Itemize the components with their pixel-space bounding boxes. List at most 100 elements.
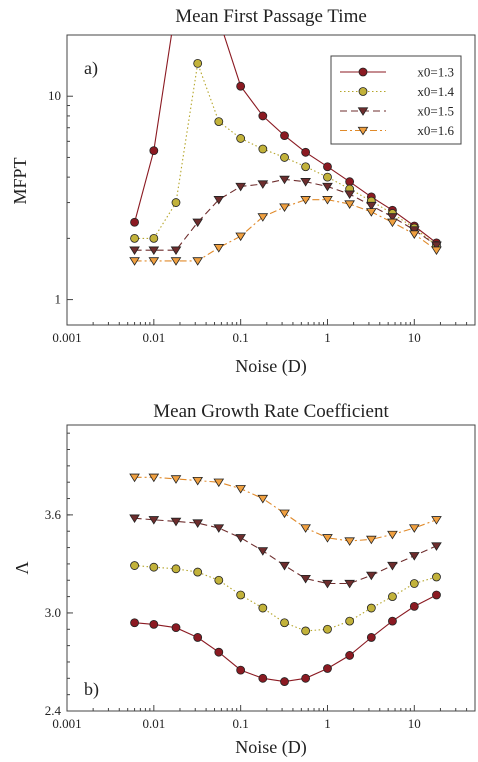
data-point bbox=[258, 111, 268, 121]
data-point bbox=[130, 561, 139, 570]
y-tick-label: 10 bbox=[48, 88, 61, 103]
mfpt-series bbox=[129, 35, 442, 266]
data-point bbox=[279, 203, 290, 212]
series-x0=1.3 bbox=[130, 590, 441, 686]
data-point bbox=[387, 561, 398, 571]
legend-item: x0=1.6 bbox=[340, 123, 454, 138]
data-point bbox=[213, 524, 225, 533]
data-point bbox=[235, 534, 246, 543]
data-point bbox=[280, 153, 289, 162]
data-point bbox=[279, 561, 290, 571]
series-line bbox=[134, 63, 437, 246]
data-point bbox=[258, 144, 268, 154]
data-point bbox=[279, 175, 290, 185]
data-point bbox=[257, 547, 269, 556]
data-point bbox=[130, 217, 139, 227]
data-point bbox=[148, 257, 160, 266]
x-tick-label: 10 bbox=[408, 330, 421, 345]
data-point bbox=[345, 616, 355, 626]
data-point bbox=[322, 579, 333, 589]
data-point bbox=[171, 564, 181, 574]
data-point bbox=[129, 257, 140, 266]
data-point bbox=[214, 117, 224, 127]
data-point bbox=[192, 257, 204, 266]
data-point bbox=[432, 590, 441, 600]
x-tick-label: 0.01 bbox=[142, 330, 165, 345]
data-point bbox=[257, 213, 269, 222]
data-point bbox=[301, 626, 311, 636]
data-point bbox=[358, 67, 368, 77]
data-point bbox=[322, 534, 333, 543]
mfpt-xlabel: Noise (D) bbox=[235, 356, 306, 377]
data-point bbox=[387, 530, 398, 540]
mfpt-plot-frame bbox=[66, 34, 476, 326]
data-point bbox=[345, 177, 355, 187]
mfpt-panel-label: a) bbox=[84, 58, 98, 79]
data-point bbox=[170, 257, 182, 266]
data-point bbox=[431, 542, 442, 551]
mfpt-title: Mean First Passage Time bbox=[175, 6, 367, 27]
data-point bbox=[171, 198, 181, 207]
legend-label: x0=1.4 bbox=[417, 84, 454, 99]
legend-item: x0=1.3 bbox=[340, 65, 454, 80]
data-point bbox=[300, 178, 311, 187]
data-point bbox=[149, 619, 159, 629]
data-point bbox=[431, 246, 442, 256]
legend-box bbox=[330, 55, 462, 145]
legend-item: x0=1.5 bbox=[340, 104, 454, 119]
data-point bbox=[366, 603, 376, 613]
growth-plot-frame bbox=[66, 424, 476, 712]
data-point bbox=[129, 246, 140, 256]
data-point bbox=[431, 241, 442, 251]
data-point bbox=[322, 182, 333, 192]
x-tick-label: 0.01 bbox=[142, 716, 165, 731]
series-x0=1.3 bbox=[130, 35, 441, 248]
x-tick-label: 1 bbox=[324, 330, 331, 345]
data-point bbox=[345, 651, 355, 660]
data-point bbox=[366, 633, 376, 642]
data-point bbox=[258, 603, 268, 613]
data-point bbox=[193, 567, 203, 577]
data-point bbox=[149, 146, 159, 156]
data-point bbox=[301, 673, 311, 683]
data-point bbox=[366, 208, 377, 217]
series-x0=1.6 bbox=[129, 196, 442, 266]
data-point bbox=[366, 571, 377, 581]
data-point bbox=[408, 226, 420, 235]
data-point bbox=[148, 246, 160, 256]
data-point bbox=[149, 562, 159, 572]
series-x0=1.5 bbox=[129, 175, 442, 256]
data-point bbox=[236, 590, 246, 600]
data-point bbox=[301, 162, 311, 172]
data-point bbox=[432, 572, 441, 582]
data-point bbox=[171, 623, 181, 633]
data-point bbox=[170, 475, 182, 484]
data-point bbox=[322, 196, 333, 205]
mfpt-ticks: 0.001 0.01 0.1 1 10 1 10 bbox=[48, 88, 468, 345]
data-point bbox=[279, 509, 290, 519]
data-point bbox=[366, 201, 377, 211]
y-tick-label: 3.6 bbox=[45, 507, 62, 522]
x-tick-label: 0.1 bbox=[233, 716, 249, 731]
x-tick-label: 1 bbox=[324, 716, 331, 731]
growth-ticks: 0.001 0.01 0.1 1 10 2.4 3.0 3.6 bbox=[45, 432, 468, 731]
data-point bbox=[129, 473, 140, 483]
data-point bbox=[193, 59, 203, 68]
x-tick-label: 0.001 bbox=[52, 330, 81, 345]
data-point bbox=[170, 517, 182, 527]
series-x0=1.6 bbox=[129, 473, 442, 546]
x-tick-label: 0.001 bbox=[52, 716, 81, 731]
data-point bbox=[235, 485, 246, 494]
growth-title: Mean Growth Rate Coefficient bbox=[153, 401, 389, 422]
data-point bbox=[431, 516, 442, 525]
data-point bbox=[258, 673, 268, 683]
data-point bbox=[170, 246, 182, 256]
y-tick-label: 2.4 bbox=[45, 703, 62, 718]
data-point bbox=[192, 476, 204, 486]
growth-ylabel: Λ bbox=[12, 561, 32, 574]
data-point bbox=[409, 602, 419, 611]
series-line bbox=[134, 594, 437, 683]
data-point bbox=[148, 516, 160, 525]
data-point bbox=[213, 478, 225, 488]
data-point bbox=[301, 147, 311, 157]
